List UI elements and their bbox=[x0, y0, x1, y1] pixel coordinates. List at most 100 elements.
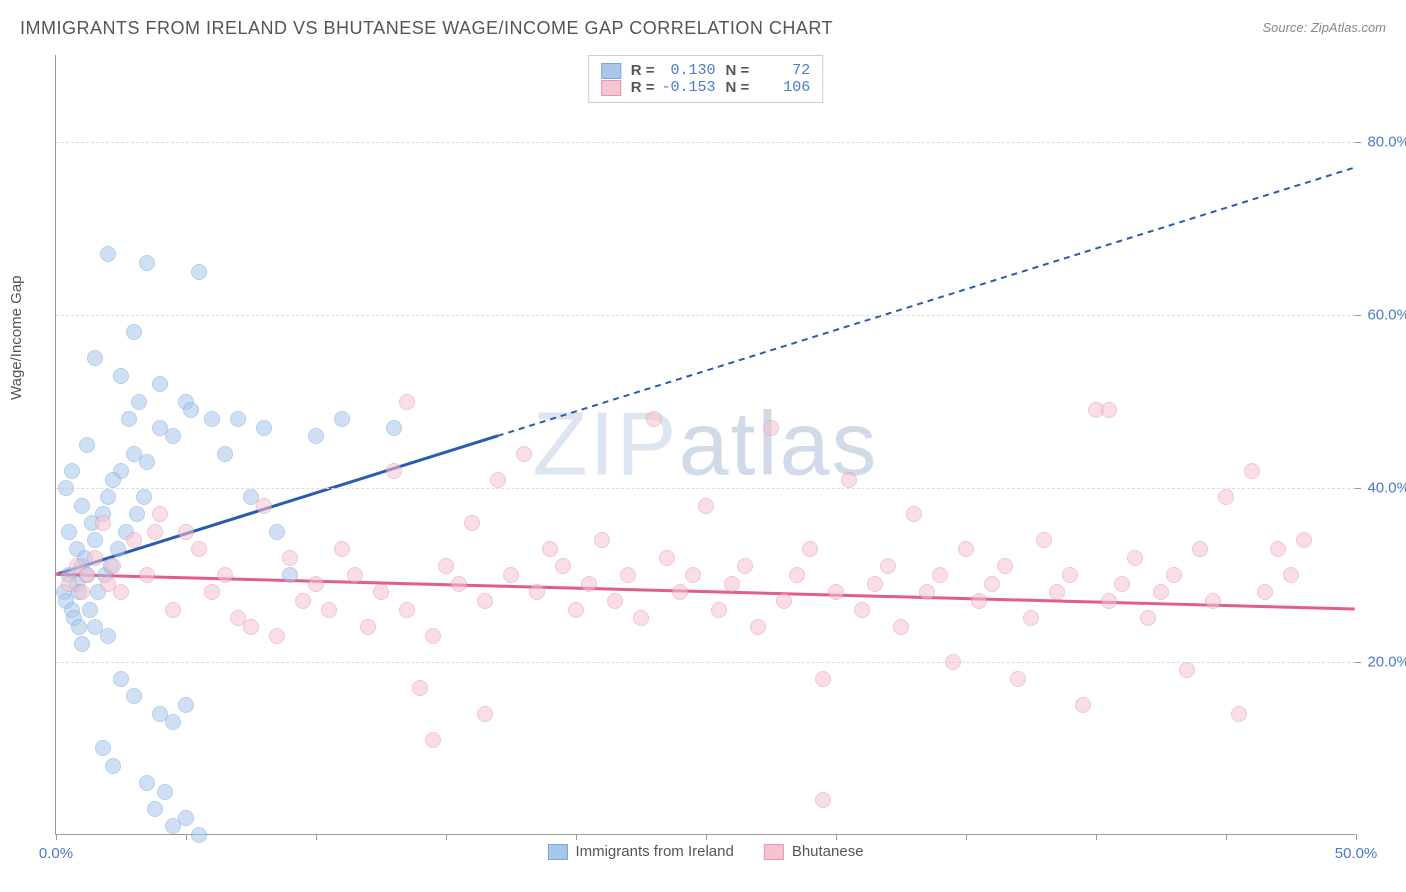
legend-swatch-ireland bbox=[547, 844, 567, 860]
scatter-point bbox=[1179, 662, 1195, 678]
scatter-point bbox=[1036, 532, 1052, 548]
scatter-point bbox=[282, 567, 298, 583]
scatter-point bbox=[321, 602, 337, 618]
scatter-point bbox=[1192, 541, 1208, 557]
scatter-point bbox=[464, 515, 480, 531]
stat-n-label: N = bbox=[726, 79, 750, 96]
scatter-point bbox=[399, 394, 415, 410]
scatter-point bbox=[139, 567, 155, 583]
legend-label: Bhutanese bbox=[792, 843, 864, 860]
scatter-point bbox=[516, 446, 532, 462]
scatter-point bbox=[147, 524, 163, 540]
watermark-text-a: ZIP bbox=[532, 394, 678, 494]
scatter-point bbox=[105, 758, 121, 774]
scatter-point bbox=[282, 550, 298, 566]
scatter-point bbox=[932, 567, 948, 583]
legend-swatch-bhutanese bbox=[764, 844, 784, 860]
scatter-point bbox=[867, 576, 883, 592]
scatter-point bbox=[157, 784, 173, 800]
scatter-point bbox=[1010, 671, 1026, 687]
scatter-point bbox=[139, 775, 155, 791]
scatter-point bbox=[646, 411, 662, 427]
scatter-point bbox=[165, 428, 181, 444]
scatter-point bbox=[308, 428, 324, 444]
scatter-point bbox=[191, 264, 207, 280]
scatter-point bbox=[945, 654, 961, 670]
scatter-point bbox=[204, 411, 220, 427]
scatter-point bbox=[685, 567, 701, 583]
scatter-point bbox=[139, 454, 155, 470]
stat-r-label: R = bbox=[631, 79, 655, 96]
scatter-point bbox=[971, 593, 987, 609]
scatter-point bbox=[711, 602, 727, 618]
scatter-point bbox=[1049, 584, 1065, 600]
scatter-point bbox=[334, 411, 350, 427]
scatter-point bbox=[763, 420, 779, 436]
scatter-point bbox=[178, 697, 194, 713]
chart-plot-area: ZIPatlas R = 0.130 N = 72 R = -0.153 N =… bbox=[55, 55, 1355, 835]
scatter-point bbox=[360, 619, 376, 635]
scatter-point bbox=[79, 567, 95, 583]
scatter-point bbox=[191, 827, 207, 843]
scatter-point bbox=[152, 376, 168, 392]
legend-item: Bhutanese bbox=[764, 843, 864, 860]
scatter-point bbox=[386, 463, 402, 479]
stats-row: R = -0.153 N = 106 bbox=[601, 79, 811, 96]
scatter-point bbox=[230, 411, 246, 427]
scatter-point bbox=[1075, 697, 1091, 713]
scatter-point bbox=[438, 558, 454, 574]
ytick-label: 80.0% bbox=[1367, 133, 1406, 150]
scatter-point bbox=[880, 558, 896, 574]
scatter-point bbox=[136, 489, 152, 505]
scatter-point bbox=[183, 402, 199, 418]
scatter-point bbox=[256, 498, 272, 514]
scatter-point bbox=[74, 636, 90, 652]
stat-n-value: 106 bbox=[755, 79, 810, 96]
scatter-point bbox=[191, 541, 207, 557]
scatter-point bbox=[58, 480, 74, 496]
scatter-point bbox=[295, 593, 311, 609]
scatter-point bbox=[425, 628, 441, 644]
scatter-point bbox=[542, 541, 558, 557]
scatter-point bbox=[74, 584, 90, 600]
scatter-point bbox=[121, 411, 137, 427]
stat-r-label: R = bbox=[631, 62, 655, 79]
scatter-point bbox=[1296, 532, 1312, 548]
stat-n-value: 72 bbox=[755, 62, 810, 79]
scatter-point bbox=[1231, 706, 1247, 722]
scatter-point bbox=[113, 584, 129, 600]
scatter-point bbox=[997, 558, 1013, 574]
scatter-point bbox=[256, 420, 272, 436]
scatter-point bbox=[347, 567, 363, 583]
scatter-point bbox=[100, 489, 116, 505]
scatter-point bbox=[165, 818, 181, 834]
scatter-point bbox=[1101, 402, 1117, 418]
legend-item: Immigrants from Ireland bbox=[547, 843, 733, 860]
scatter-point bbox=[105, 472, 121, 488]
scatter-point bbox=[1257, 584, 1273, 600]
scatter-point bbox=[126, 324, 142, 340]
scatter-point bbox=[100, 628, 116, 644]
scatter-point bbox=[129, 506, 145, 522]
scatter-point bbox=[71, 619, 87, 635]
scatter-point bbox=[113, 671, 129, 687]
scatter-point bbox=[178, 524, 194, 540]
scatter-point bbox=[100, 246, 116, 262]
scatter-point bbox=[906, 506, 922, 522]
stats-row: R = 0.130 N = 72 bbox=[601, 62, 811, 79]
ytick-label: 40.0% bbox=[1367, 480, 1406, 497]
gridline-h bbox=[56, 662, 1355, 663]
scatter-point bbox=[334, 541, 350, 557]
watermark: ZIPatlas bbox=[532, 393, 878, 496]
scatter-point bbox=[126, 688, 142, 704]
scatter-point bbox=[893, 619, 909, 635]
gridline-h bbox=[56, 315, 1355, 316]
trend-lines-svg bbox=[56, 55, 1355, 834]
scatter-point bbox=[64, 463, 80, 479]
scatter-point bbox=[828, 584, 844, 600]
scatter-point bbox=[555, 558, 571, 574]
scatter-point bbox=[594, 532, 610, 548]
scatter-point bbox=[204, 584, 220, 600]
scatter-point bbox=[659, 550, 675, 566]
scatter-point bbox=[399, 602, 415, 618]
